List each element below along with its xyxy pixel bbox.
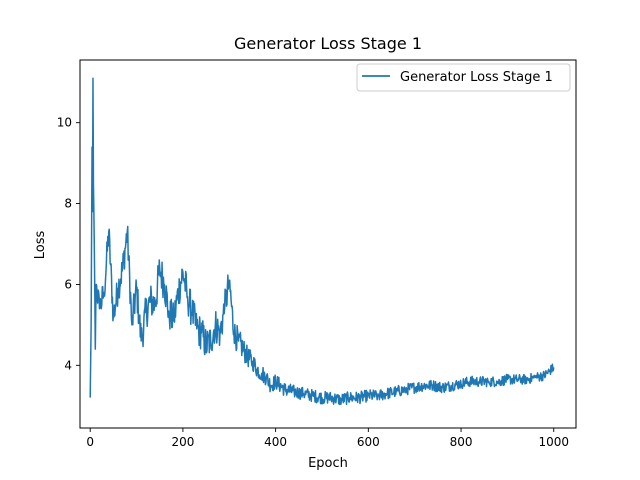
x-tick-label: 0 [86, 435, 94, 449]
y-tick-label: 8 [64, 197, 72, 211]
y-tick-label: 6 [64, 277, 72, 291]
series-line-0 [89, 77, 555, 406]
x-tick-label: 400 [264, 435, 287, 449]
x-tick-label: 1000 [538, 435, 569, 449]
y-axis-label: Loss [33, 231, 48, 260]
y-tick-label: 10 [57, 116, 72, 130]
x-tick-label: 200 [171, 435, 194, 449]
plot-area: 0 200 400 600 800 1000 4 6 8 10 [57, 59, 577, 449]
x-axis-label: Epoch [308, 456, 348, 471]
legend: Generator Loss Stage 1 [356, 63, 571, 92]
x-tick-label: 600 [357, 435, 380, 449]
legend-box [356, 63, 571, 92]
x-tick-label: 800 [450, 435, 473, 449]
axes-frame [79, 59, 577, 429]
chart-title: Generator Loss Stage 1 [234, 34, 422, 53]
y-tick-label: 4 [64, 358, 72, 372]
legend-label: Generator Loss Stage 1 [400, 70, 553, 85]
